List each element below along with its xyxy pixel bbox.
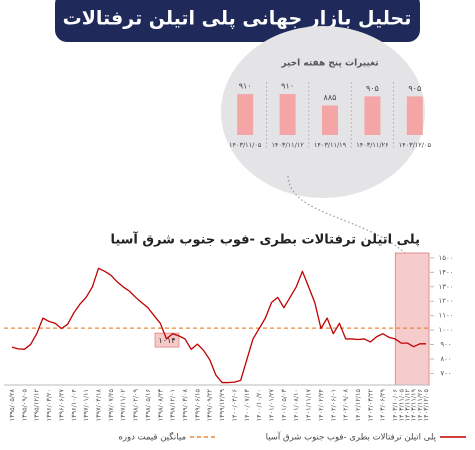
- header-title: تحلیل بازار جهانی پلی اتیلن ترفتالات: [63, 8, 412, 30]
- x-tick-label: ۱۴۰۳/۱۱/۲۶: [416, 389, 424, 421]
- bar: [364, 96, 381, 135]
- x-tick-label: ۱۳۹۶/۰۶/۲۷: [57, 388, 65, 421]
- bar: [406, 96, 423, 135]
- x-tick-label: ۱۳۹۹/۰۳/۰۸: [181, 388, 189, 421]
- x-tick-label: ۱۳۹۸/۰۸/۲۳: [156, 388, 164, 421]
- x-tick-label: ۱۳۹۶/۱۰/۰۴: [70, 388, 78, 421]
- x-tick-label: ۱۴۰۳/۱۱/۰۵: [229, 141, 262, 149]
- bar: [237, 94, 254, 135]
- bar: [322, 105, 338, 135]
- x-tick-label: ۱۴۰۳/۱۱/۱۹: [314, 141, 347, 149]
- x-tick-label: ۱۴۰۱/۰۱/۲۷: [268, 388, 276, 421]
- data-line: [11, 267, 426, 384]
- x-tick-label: ۱۳۹۷/۰۷/۲۵: [107, 388, 115, 421]
- y-tick-label: ۱۵۰۰: [438, 254, 453, 262]
- bar: [279, 94, 296, 135]
- x-tick-label: ۱۳۹۶/۰۳/۲۰: [45, 389, 53, 421]
- x-tick-label: ۱۴۰۲/۱۲/۱۵: [354, 388, 362, 421]
- legend-label: پلی اتیلن ترفتالات بطری -فوب جنوب شرق آس…: [266, 431, 437, 443]
- x-tick-label: ۱۴۰۳/۰۳/۲۲: [366, 388, 374, 421]
- connector: [287, 175, 406, 254]
- x-tick-label: ۱۴۰۲/۰۶/۰۱: [329, 389, 337, 421]
- x-tick-label: ۱۳۹۷/۰۴/۱۸: [95, 388, 103, 421]
- x-tick-label: ۱۴۰۳/۱۱/۰۵: [397, 388, 405, 421]
- value-label: ۸۸۵: [324, 93, 337, 102]
- x-tick-label: ۱۳۹۵/۱۲/۱۲: [33, 388, 41, 421]
- x-tick-label: ۱۴۰۳/۱۱/۱۹: [410, 388, 418, 421]
- x-tick-label: ۱۳۹۸/۰۲/۰۹: [132, 388, 140, 421]
- value-label: ۹۰۵: [366, 84, 379, 93]
- inset-title: تغییرات پنج هفته اخیر: [280, 59, 378, 69]
- x-tick-label: ۱۴۰۳/۰۶/۲۹: [379, 388, 387, 421]
- x-tick-label: ۱۴۰۱/۱۱/۱۷: [305, 388, 313, 421]
- x-tick-label: ۱۴۰۳/۱۲/۰۵: [399, 141, 432, 149]
- y-tick-label: ۱۴۰۰: [438, 268, 453, 276]
- x-tick-label: ۱۳۹۵/۰۵/۲۸: [8, 388, 16, 421]
- x-tick-label: ۱۳۹۹/۰۹/۲۲: [206, 388, 214, 421]
- x-tick-label: ۱۴۰۱/۰۸/۱۰: [292, 389, 300, 421]
- x-tick-label: ۱۳۹۷/۱۱/۰۲: [119, 388, 127, 421]
- x-tick-label: ۱۴۰۳/۱۱/۲۶: [356, 141, 388, 149]
- x-tick-label: ۱۴۰۳/۱۱/۱۲: [271, 141, 304, 149]
- x-tick-label: ۱۳۹۸/۰۵/۱۶: [144, 389, 152, 421]
- y-tick-label: ۹۰۰: [440, 341, 451, 349]
- x-tick-label: ۱۳۹۸/۱۲/۰۱: [169, 389, 177, 421]
- x-tick-label: ۱۴۰۱/۰۵/۰۳: [280, 388, 288, 421]
- y-tick-label: ۷۰۰: [440, 369, 451, 377]
- x-tick-label: ۱۳۹۷/۰۱/۱۱: [82, 389, 90, 421]
- average-label-box: [154, 332, 180, 348]
- legend-label: میانگین قیمت دوره: [118, 432, 186, 443]
- value-label: ۹۱۰: [281, 82, 294, 91]
- x-tick-label: ۱۴۰۳/۱۲/۰۵: [422, 388, 430, 421]
- y-tick-label: ۱۳۰۰: [438, 283, 453, 291]
- highlight-band: [394, 252, 430, 386]
- x-tick-label: ۱۳۹۵/۰۹/۰۵: [20, 388, 28, 421]
- x-tick-label: ۱۴۰۰/۱۰/۲۰: [255, 389, 263, 421]
- value-label: ۹۰۵: [408, 84, 421, 93]
- x-tick-label: ۱۴۰۰/۰۴/۰۶: [230, 389, 238, 421]
- x-tick-label: ۱۴۰۳/۱۰/۰۶: [391, 389, 399, 421]
- y-tick-label: ۸۰۰: [440, 355, 451, 363]
- x-tick-label: ۱۴۰۰/۰۷/۱۳: [243, 388, 251, 421]
- x-tick-label: ۱۳۹۹/۰۶/۱۵: [193, 388, 201, 421]
- average-label: ۱۰۱۴: [158, 336, 175, 345]
- value-label: ۹۱۰: [239, 82, 252, 91]
- y-tick-label: ۱۱۰۰: [438, 312, 453, 320]
- x-tick-label: ۱۴۰۳/۱۱/۱۲: [403, 388, 411, 421]
- y-tick-label: ۱۲۰۰: [438, 297, 453, 305]
- x-tick-label: ۱۴۰۲/۰۹/۰۸: [342, 388, 350, 421]
- chart-title: پلی اتیلن ترفتالات بطری -فوب جنوب شرق آس…: [110, 231, 420, 248]
- x-tick-label: ۱۳۹۹/۱۲/۲۹: [218, 388, 226, 421]
- x-tick-label: ۱۴۰۲/۰۲/۲۴: [317, 388, 325, 421]
- y-tick-label: ۱۰۰۰: [438, 326, 453, 334]
